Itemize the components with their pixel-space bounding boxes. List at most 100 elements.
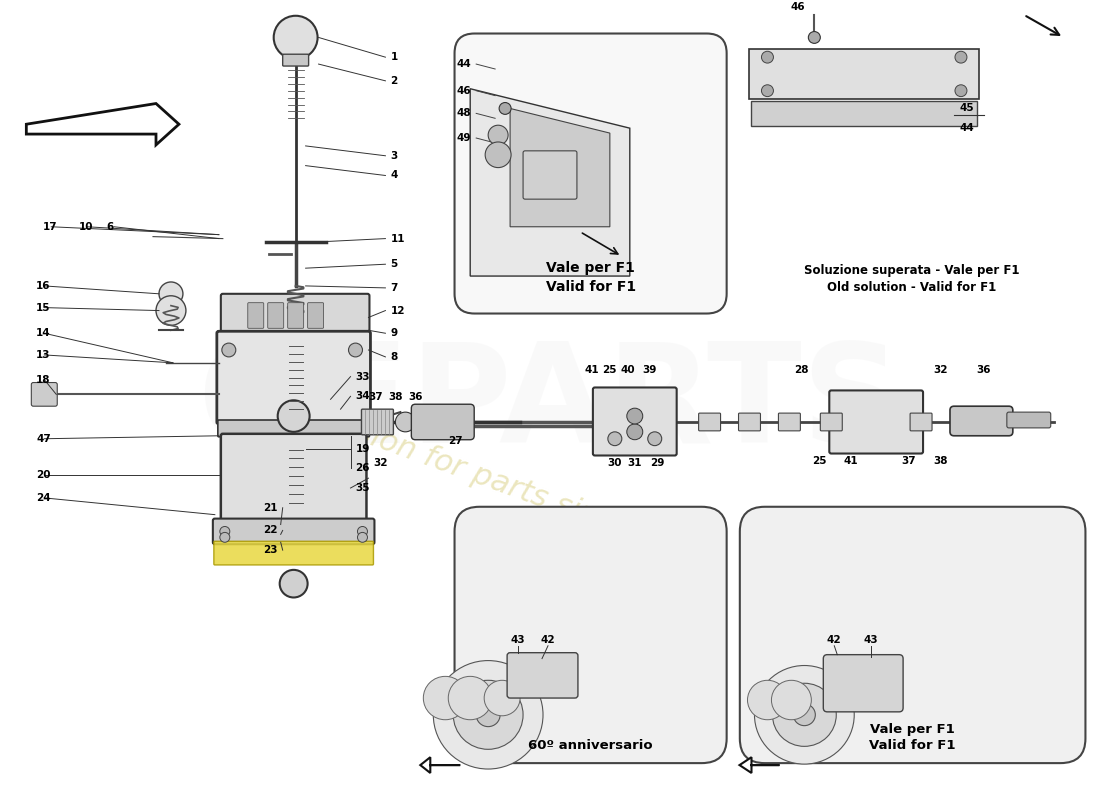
- Text: 37: 37: [368, 392, 383, 402]
- Text: 44: 44: [959, 123, 975, 134]
- FancyBboxPatch shape: [454, 506, 727, 763]
- Text: 12: 12: [390, 306, 405, 315]
- Circle shape: [358, 526, 367, 536]
- FancyBboxPatch shape: [267, 302, 284, 328]
- Text: 6: 6: [106, 222, 113, 232]
- FancyBboxPatch shape: [308, 302, 323, 328]
- FancyBboxPatch shape: [411, 404, 474, 440]
- Circle shape: [793, 704, 815, 726]
- Text: 43: 43: [510, 635, 526, 645]
- Text: 42: 42: [827, 635, 842, 645]
- Circle shape: [772, 683, 836, 746]
- Text: 22: 22: [263, 526, 277, 535]
- Text: 25: 25: [603, 365, 617, 374]
- Text: 15: 15: [36, 302, 51, 313]
- Polygon shape: [751, 101, 977, 126]
- Circle shape: [485, 142, 512, 168]
- Text: 32: 32: [934, 365, 948, 374]
- FancyBboxPatch shape: [362, 409, 394, 434]
- Polygon shape: [510, 109, 609, 226]
- Text: 33: 33: [355, 372, 370, 382]
- Circle shape: [395, 412, 416, 432]
- Circle shape: [449, 676, 492, 720]
- Circle shape: [160, 282, 183, 306]
- Circle shape: [748, 680, 788, 720]
- Text: 20: 20: [36, 470, 51, 480]
- FancyBboxPatch shape: [288, 302, 304, 328]
- Text: 29: 29: [650, 458, 664, 468]
- Text: 8: 8: [390, 352, 398, 362]
- Text: Vale per F1
Valid for F1: Vale per F1 Valid for F1: [546, 262, 636, 294]
- FancyBboxPatch shape: [454, 34, 727, 314]
- Circle shape: [156, 296, 186, 326]
- Text: 42: 42: [541, 635, 556, 645]
- Text: 60º anniversario: 60º anniversario: [528, 738, 653, 752]
- Text: 14: 14: [36, 328, 51, 338]
- Text: 9: 9: [390, 328, 397, 338]
- Circle shape: [955, 51, 967, 63]
- FancyBboxPatch shape: [217, 331, 371, 424]
- Text: 27: 27: [448, 436, 463, 446]
- Circle shape: [488, 126, 508, 145]
- Text: 46: 46: [456, 86, 471, 96]
- Text: 17: 17: [43, 222, 58, 232]
- FancyBboxPatch shape: [524, 151, 576, 199]
- Circle shape: [484, 680, 520, 716]
- Text: 11: 11: [390, 234, 405, 243]
- Circle shape: [627, 424, 642, 440]
- Text: 31: 31: [627, 458, 642, 468]
- Text: 36: 36: [977, 365, 991, 374]
- Text: OEPARTS: OEPARTS: [198, 337, 902, 472]
- Text: 30: 30: [607, 458, 623, 468]
- Text: 21: 21: [263, 502, 277, 513]
- Text: 24: 24: [36, 493, 51, 503]
- Circle shape: [433, 661, 543, 769]
- Text: 3: 3: [390, 150, 398, 161]
- Text: Soluzione superata - Vale per F1
Old solution - Valid for F1: Soluzione superata - Vale per F1 Old sol…: [804, 264, 1020, 294]
- Circle shape: [358, 533, 367, 542]
- Text: 35: 35: [355, 483, 370, 493]
- Polygon shape: [470, 89, 630, 276]
- FancyBboxPatch shape: [218, 420, 370, 437]
- Circle shape: [755, 666, 855, 764]
- FancyBboxPatch shape: [779, 413, 801, 431]
- FancyBboxPatch shape: [213, 542, 373, 565]
- FancyBboxPatch shape: [213, 518, 374, 544]
- FancyBboxPatch shape: [221, 434, 366, 522]
- Circle shape: [430, 412, 450, 432]
- Text: 39: 39: [642, 365, 657, 374]
- FancyBboxPatch shape: [221, 294, 370, 335]
- Text: 4: 4: [390, 170, 398, 181]
- Circle shape: [608, 432, 622, 446]
- Text: 47: 47: [36, 434, 51, 444]
- FancyBboxPatch shape: [910, 413, 932, 431]
- Text: 19: 19: [355, 443, 370, 454]
- Circle shape: [222, 343, 235, 357]
- Polygon shape: [26, 103, 179, 145]
- Circle shape: [277, 400, 309, 432]
- FancyBboxPatch shape: [823, 654, 903, 712]
- FancyBboxPatch shape: [829, 390, 923, 454]
- Text: 44: 44: [456, 59, 471, 69]
- Text: 26: 26: [355, 463, 370, 474]
- Circle shape: [955, 85, 967, 97]
- Circle shape: [453, 680, 524, 750]
- Circle shape: [274, 16, 318, 59]
- Circle shape: [279, 570, 308, 598]
- Text: 7: 7: [390, 283, 398, 293]
- Circle shape: [499, 102, 512, 114]
- Text: 2: 2: [390, 76, 398, 86]
- Circle shape: [771, 680, 812, 720]
- Text: 10: 10: [79, 222, 94, 232]
- Text: 23: 23: [263, 545, 277, 555]
- Text: 16: 16: [36, 281, 51, 291]
- Text: 46: 46: [790, 2, 805, 12]
- Text: 18: 18: [36, 374, 51, 385]
- FancyBboxPatch shape: [821, 413, 843, 431]
- FancyBboxPatch shape: [738, 413, 760, 431]
- Circle shape: [424, 676, 468, 720]
- Text: 5: 5: [390, 259, 398, 270]
- Circle shape: [476, 703, 501, 726]
- FancyBboxPatch shape: [248, 302, 264, 328]
- Polygon shape: [420, 758, 460, 773]
